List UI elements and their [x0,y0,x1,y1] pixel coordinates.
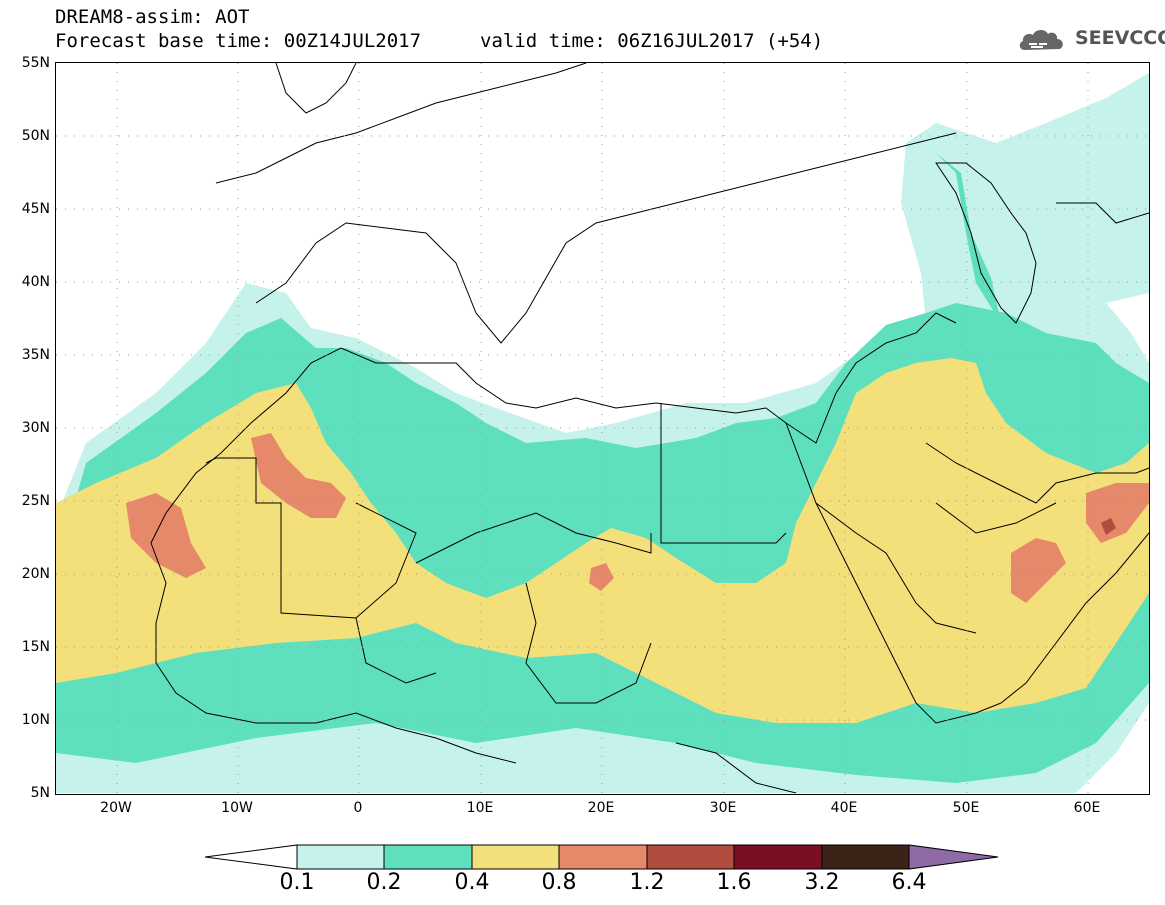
colorbar-swatch-7 [821,844,910,870]
logo-text: SEEVCCC [1075,27,1165,49]
lat-label-30n: 30N [21,420,50,436]
colorbar-above-arrow [908,844,999,870]
aot-band-0.8-oman [1086,483,1149,543]
colorbar-label-1.6: 1.6 [716,870,752,895]
aot-band-0.8-w-sahara-1 [126,493,206,578]
lat-label-55n: 55N [21,55,50,71]
colorbar-swatch-1 [296,844,385,870]
lon-label-50e: 50E [952,800,980,816]
lat-label-40n: 40N [21,274,50,290]
colorbar-swatch-2 [383,844,473,870]
lon-label-0: 0 [353,800,363,816]
aot-band-1.2-oman [1101,518,1116,535]
lon-label-20w: 20W [100,800,132,816]
colorbar-swatch-5 [646,844,735,870]
lat-label-10n: 10N [21,712,50,728]
coastlines [150,63,1149,764]
colorbar-label-3.2: 3.2 [804,870,840,895]
colorbar-label-6.4: 6.4 [891,870,927,895]
forecast-base-time: Forecast base time: 00Z14JUL2017 [55,30,422,52]
colorbar-label-0.8: 0.8 [541,870,577,895]
colorbar-swatch-3 [471,844,560,870]
lon-label-20e: 20E [587,800,615,816]
lat-label-45n: 45N [21,201,50,217]
colorbar-label-0.4: 0.4 [454,870,490,895]
lon-label-60e: 60E [1073,800,1101,816]
lon-label-10e: 10E [466,800,494,816]
colorbar-label-1.2: 1.2 [629,870,665,895]
colorbar [205,844,999,870]
aot-band-0.8-arabia [1011,538,1066,603]
valid-time: valid time: 06Z16JUL2017 (+54) [480,30,824,52]
colorbar-below-arrow [205,844,298,870]
map-title: DREAM8-assim: AOT [55,6,250,28]
lat-label-15n: 15N [21,639,50,655]
borders [205,202,1149,794]
seevccc-logo: SEEVCCC [1017,24,1165,54]
lat-label-25n: 25N [21,493,50,509]
aot-map [55,62,1150,795]
cloud-logo-icon [1019,29,1063,50]
colorbar-swatch-6 [733,844,823,870]
aot-band-0.8-w-sahara-2 [251,433,346,518]
lat-label-20n: 20N [21,566,50,582]
map-canvas [56,63,1149,794]
colorbar-label-0.2: 0.2 [366,870,402,895]
lon-label-10w: 10W [221,800,253,816]
lon-label-30e: 30E [709,800,737,816]
colorbar-swatch-4 [558,844,648,870]
lat-label-5n: 5N [30,785,50,801]
colorbar-label-0.1: 0.1 [279,870,315,895]
lat-label-50n: 50N [21,128,50,144]
lon-label-40e: 40E [830,800,858,816]
lat-label-35n: 35N [21,347,50,363]
